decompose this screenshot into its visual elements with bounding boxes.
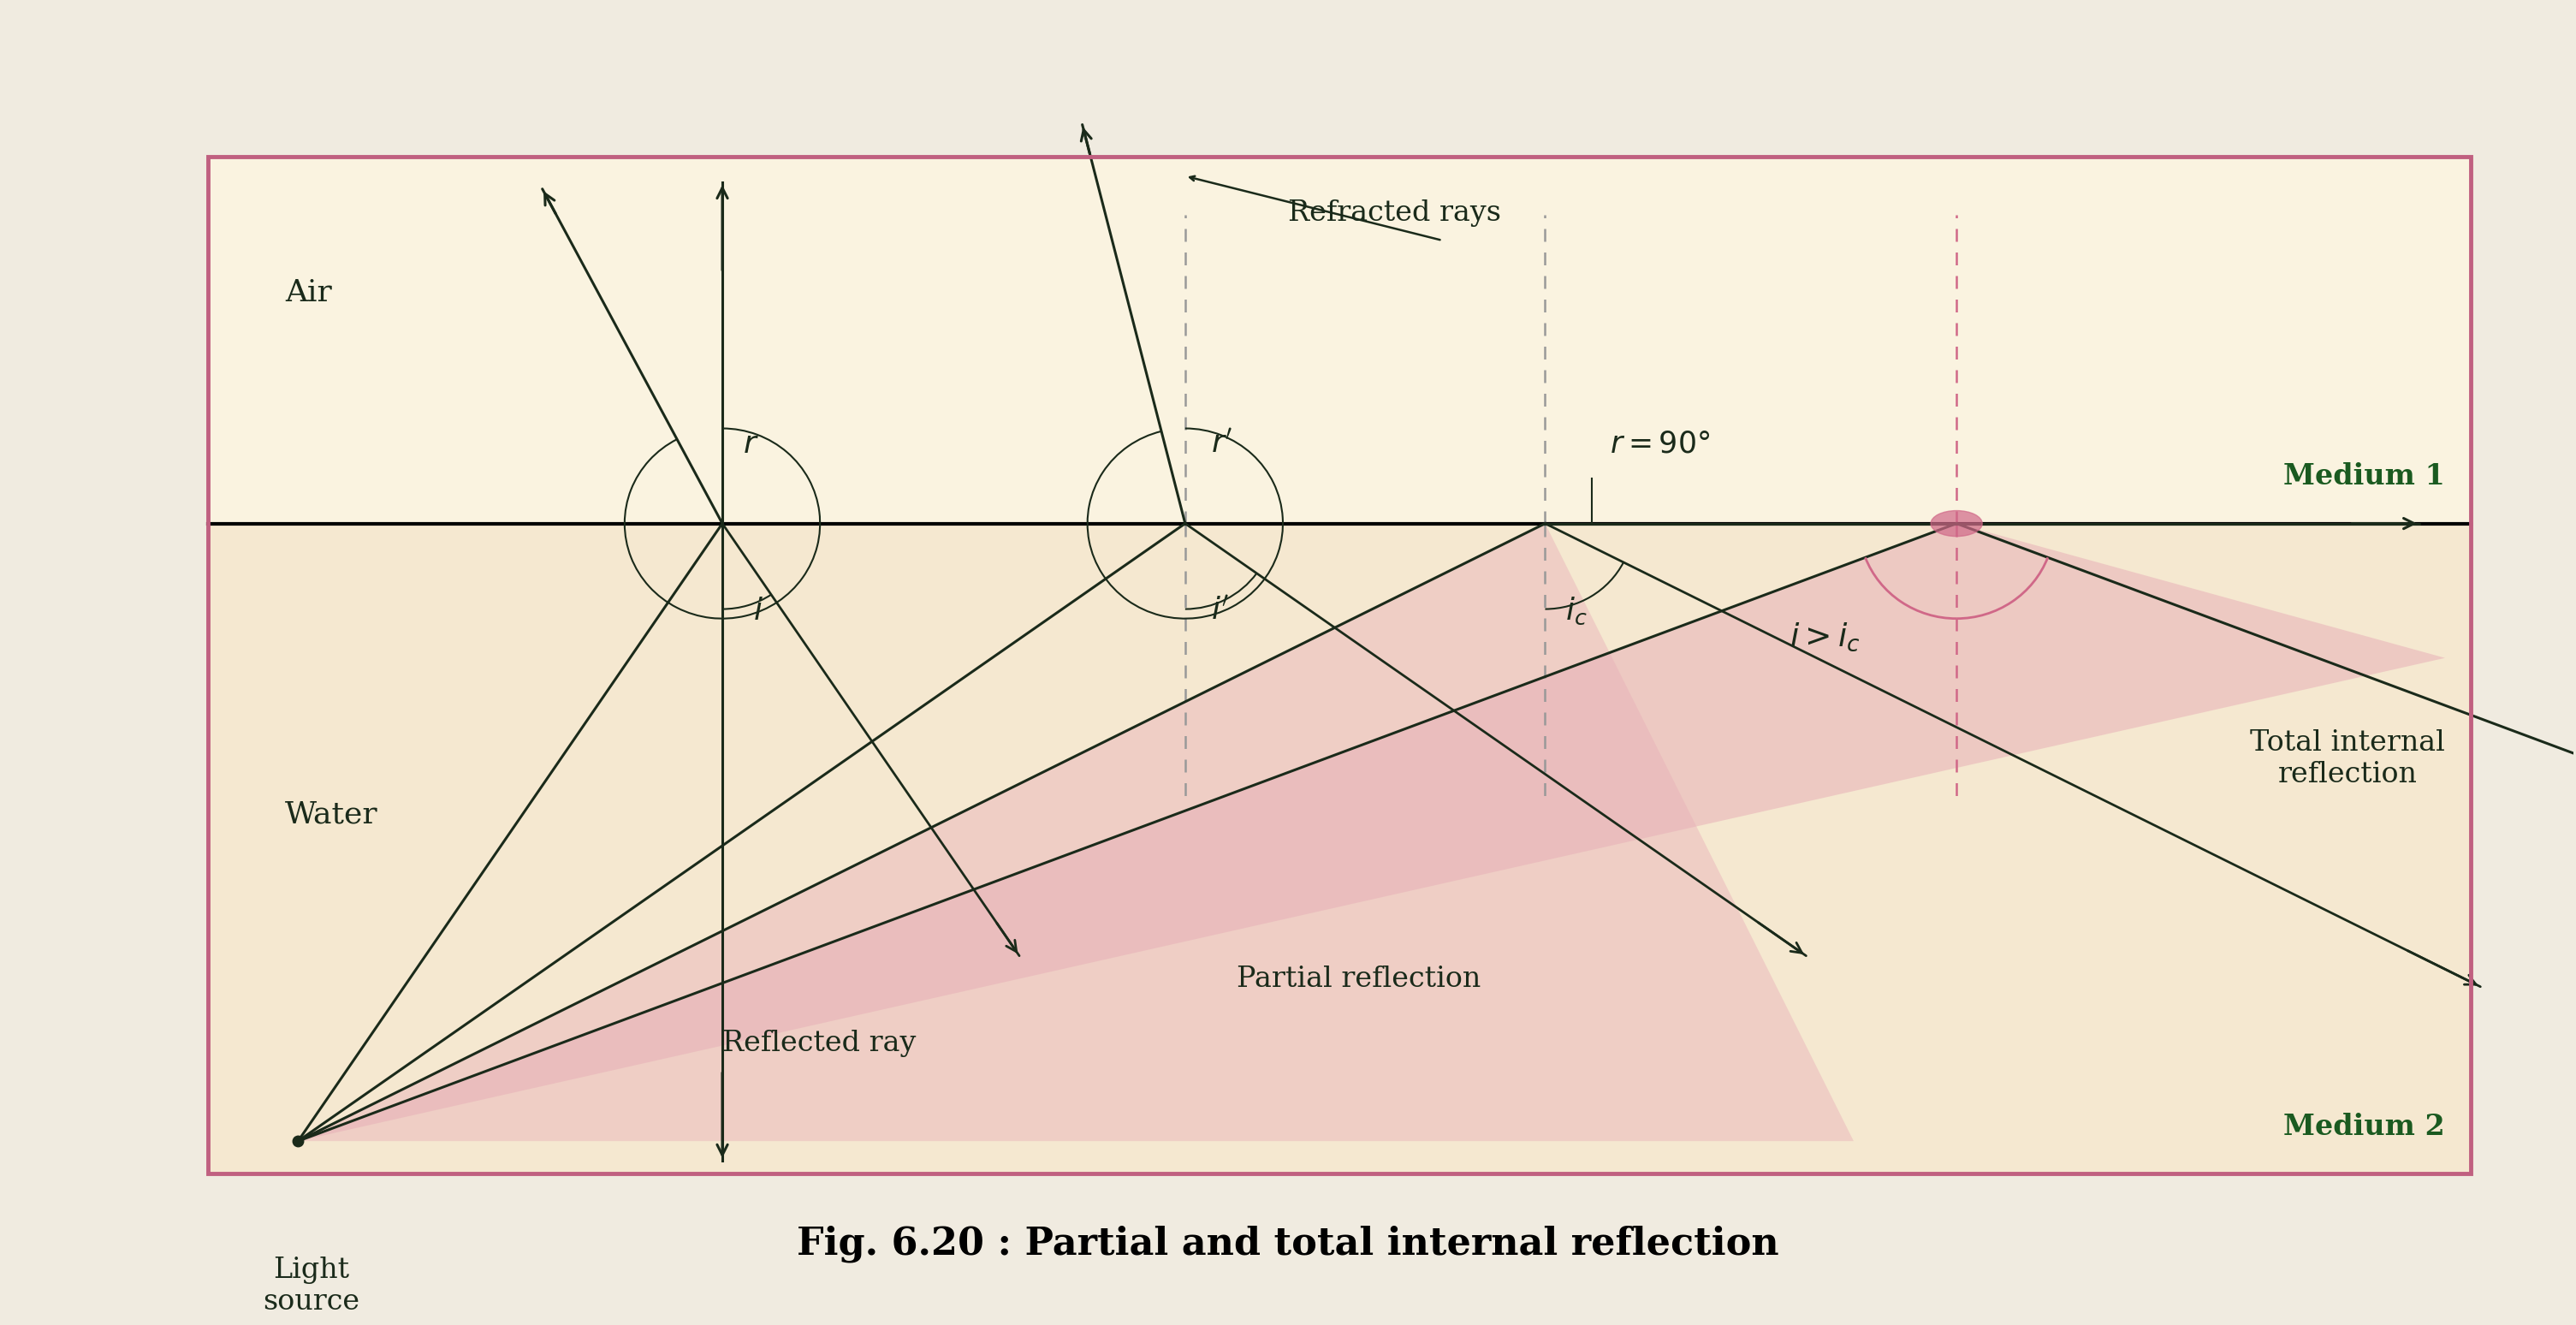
Text: $i'$: $i'$ bbox=[1211, 596, 1229, 625]
Text: Total internal
reflection: Total internal reflection bbox=[2249, 730, 2445, 788]
Text: Fig. 6.20 : Partial and total internal reflection: Fig. 6.20 : Partial and total internal r… bbox=[796, 1226, 1780, 1263]
Bar bbox=[209, 156, 2470, 523]
Text: Reflected ray: Reflected ray bbox=[721, 1030, 917, 1057]
Circle shape bbox=[1932, 510, 1984, 537]
Bar bbox=[209, 156, 2470, 1173]
Text: $r'$: $r'$ bbox=[1211, 429, 1231, 458]
Text: $i$: $i$ bbox=[752, 596, 762, 625]
Text: Medium 1: Medium 1 bbox=[2282, 462, 2445, 490]
Text: $i > i_c$: $i > i_c$ bbox=[1790, 620, 1860, 653]
Text: Partial reflection: Partial reflection bbox=[1236, 966, 1481, 992]
Polygon shape bbox=[299, 523, 1855, 1141]
Text: Water: Water bbox=[286, 799, 379, 828]
Text: $r = 90°$: $r = 90°$ bbox=[1610, 429, 1710, 458]
Text: $r$: $r$ bbox=[742, 429, 760, 458]
Bar bbox=[209, 523, 2470, 1173]
Text: Medium 2: Medium 2 bbox=[2282, 1113, 2445, 1141]
Polygon shape bbox=[299, 523, 2445, 1141]
Text: $i_c$: $i_c$ bbox=[1566, 596, 1587, 627]
Text: Air: Air bbox=[286, 278, 332, 307]
Text: Refracted rays: Refracted rays bbox=[1288, 200, 1502, 227]
Text: Light
source: Light source bbox=[263, 1257, 358, 1316]
